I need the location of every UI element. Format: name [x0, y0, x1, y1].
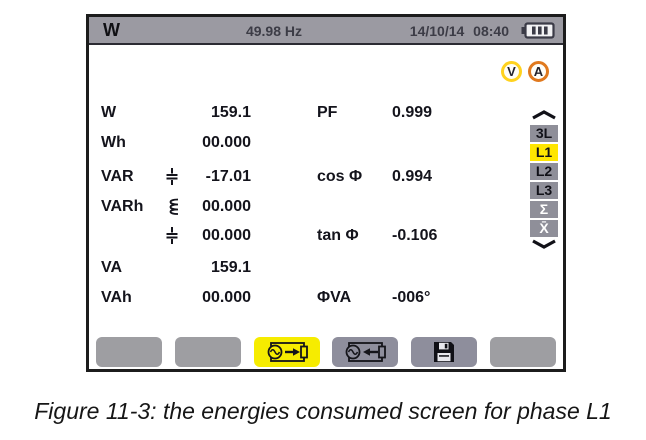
measurement-label: VA [101, 259, 123, 276]
figure-caption: Figure 11-3: the energies consumed scree… [34, 398, 612, 424]
function-key-row [89, 337, 563, 367]
measurement-value: 159.1 [210, 104, 251, 121]
phase-item-3l[interactable]: 3L [530, 125, 558, 142]
phase-selector: 3L L1 L2 L3 Σ X̄ [530, 110, 558, 249]
capacitor-icon [166, 168, 178, 185]
measurement-label: VARh [101, 198, 144, 215]
energy-generated-button[interactable] [332, 337, 399, 367]
measurement-label: VAR [101, 168, 134, 185]
datetime-readout: 14/10/14 08:40 [409, 23, 509, 39]
measurement-value: -0.106 [392, 227, 438, 244]
phase-item-sum[interactable]: Σ [530, 201, 558, 218]
measurement-label: PF [317, 104, 338, 121]
phase-item-mean[interactable]: X̄ [530, 220, 558, 237]
inductor-icon [166, 198, 179, 215]
measurement-label: W [101, 104, 117, 121]
measurement-value: -006° [392, 289, 431, 306]
phase-item-l3[interactable]: L3 [530, 182, 558, 199]
function-key-blank[interactable] [174, 337, 241, 367]
analyzer-screen: W 49.98 Hz 14/10/14 08:40 V A W 159.1 Wh [86, 14, 566, 372]
measurement-label: ΦVA [317, 289, 352, 306]
measurement-value: 0.999 [392, 104, 433, 121]
chevron-down-icon[interactable] [530, 239, 558, 249]
frequency-readout: 49.98 Hz [245, 23, 303, 39]
battery-icon [521, 22, 555, 39]
phase-item-l2[interactable]: L2 [530, 163, 558, 180]
measurement-value: 00.000 [202, 198, 251, 215]
measurement-label: cos Φ [317, 168, 363, 185]
measurement-label: tan Φ [317, 227, 359, 244]
voltage-indicator[interactable]: V [501, 61, 522, 82]
measurement-value: 00.000 [202, 134, 251, 151]
chevron-up-icon[interactable] [530, 110, 558, 120]
function-key-blank[interactable] [489, 337, 556, 367]
measurement-value: 00.000 [202, 227, 251, 244]
function-key-blank[interactable] [96, 337, 162, 367]
energy-consumed-button[interactable] [253, 337, 320, 367]
phase-item-l1[interactable]: L1 [530, 144, 558, 161]
energy-generated-icon [342, 340, 388, 364]
measurement-value: 159.1 [210, 259, 251, 276]
measurement-value: 00.000 [202, 289, 251, 306]
measurement-label: Wh [101, 134, 126, 151]
energy-consumed-icon [264, 340, 310, 364]
measurement-value: 0.994 [392, 168, 433, 185]
status-bar: W 49.98 Hz 14/10/14 08:40 [89, 17, 563, 45]
mode-indicator: W [103, 20, 120, 40]
capacitor-icon [166, 227, 178, 244]
measurement-value: -17.01 [205, 168, 251, 185]
save-button[interactable] [411, 337, 478, 367]
save-icon [433, 341, 455, 363]
measurement-label: VAh [101, 289, 132, 306]
current-indicator[interactable]: A [528, 61, 549, 82]
